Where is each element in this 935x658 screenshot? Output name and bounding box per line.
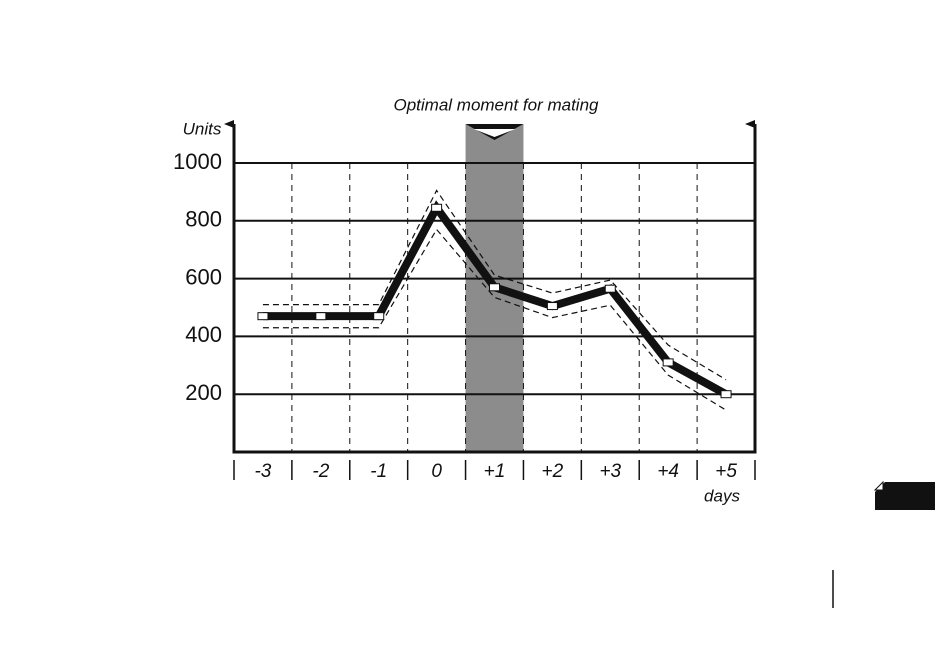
y-tick-label: 800	[185, 207, 222, 232]
y-tick-label: 200	[185, 380, 222, 405]
band-line	[262, 228, 727, 411]
annotation: Optimal moment for mating	[393, 95, 599, 114]
x-tick-label: -2	[312, 461, 329, 482]
x-tick-label: +2	[542, 461, 564, 482]
band-line	[262, 189, 727, 381]
x-tick-label: -3	[254, 461, 271, 482]
point-marker	[720, 390, 732, 399]
point-marker	[373, 312, 385, 321]
x-axis-label: days	[704, 486, 740, 505]
point-marker	[257, 312, 269, 321]
x-tick-label: +1	[484, 461, 506, 482]
y-axis-label: Units	[183, 119, 222, 138]
x-tick-label: +4	[657, 461, 679, 482]
x-tick-label: +5	[715, 461, 737, 482]
y-tick-label: 600	[185, 264, 222, 289]
point-marker	[662, 358, 674, 367]
x-tick-label: -1	[370, 461, 387, 482]
y-tick-label: 1000	[173, 149, 222, 174]
page-tab	[875, 482, 935, 510]
point-marker	[604, 284, 616, 293]
y-tick-label: 400	[185, 322, 222, 347]
tab-fold	[873, 480, 884, 491]
point-marker	[546, 302, 558, 311]
plot-area: 200 400 600 800 1000 -3 -2 -1 0 +1 +2 +3 +4 +5	[173, 120, 757, 482]
x-tick-label: +3	[599, 461, 621, 482]
x-tick-label: 0	[431, 461, 442, 482]
point-marker	[315, 312, 327, 321]
highlight-pointer-inner	[473, 129, 516, 137]
point-marker	[489, 283, 500, 292]
point-marker	[431, 203, 443, 212]
